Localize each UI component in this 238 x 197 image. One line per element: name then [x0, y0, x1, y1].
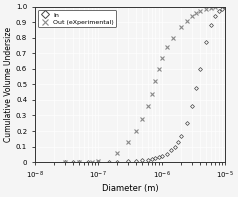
X-axis label: Diameter (m): Diameter (m)	[102, 184, 158, 193]
Legend: In, Out (eXperimental): In, Out (eXperimental)	[38, 10, 116, 27]
Y-axis label: Cumulative Volume Undersize: Cumulative Volume Undersize	[4, 27, 13, 142]
